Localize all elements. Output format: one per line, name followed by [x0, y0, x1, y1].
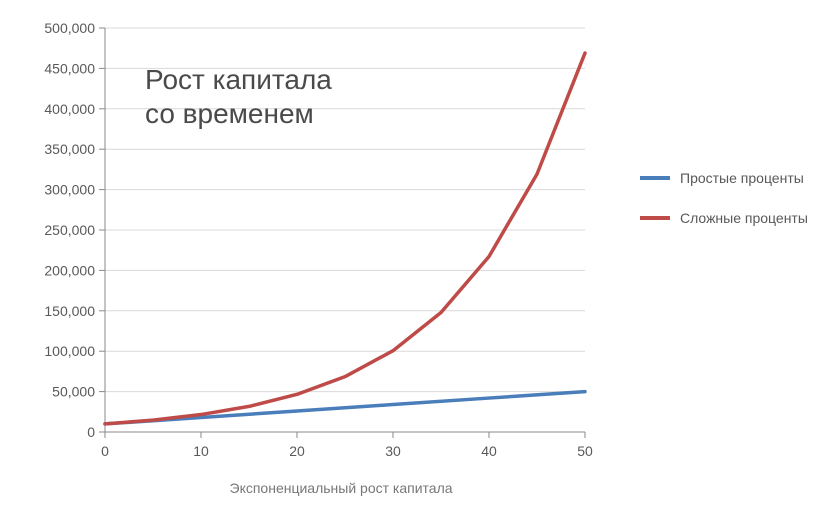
y-tick-label: 250,000	[44, 222, 95, 238]
chart-title: Рост капитала со временем	[145, 63, 332, 130]
chart-svg: 0 50,000 100,000 150,000 200,000 250,000 300,0…	[0, 0, 840, 511]
chart-background	[0, 0, 840, 511]
page-root: 0 50,000 100,000 150,000 200,000 250,000 300,0…	[0, 0, 840, 511]
x-tick-label: 10	[193, 443, 209, 459]
legend-item: Простые проценты	[640, 170, 808, 186]
y-tick-label: 450,000	[44, 60, 95, 76]
y-tick-label: 400,000	[44, 101, 95, 117]
x-tick-label: 50	[577, 443, 593, 459]
chart-title-line1: Рост капитала	[145, 63, 332, 97]
y-tick-label: 100,000	[44, 343, 95, 359]
chart-container: 0 50,000 100,000 150,000 200,000 250,000 300,0…	[0, 0, 840, 511]
chart-caption: Экспоненциальный рост капитала	[230, 480, 840, 496]
y-tick-label: 200,000	[44, 262, 95, 278]
x-tick-label: 40	[481, 443, 497, 459]
chart-title-line2: со временем	[145, 97, 332, 131]
legend-label: Сложные проценты	[680, 210, 808, 226]
x-tick-label: 0	[101, 443, 109, 459]
x-tick-label: 20	[289, 443, 305, 459]
y-tick-label: 50,000	[52, 384, 95, 400]
legend-label: Простые проценты	[680, 170, 804, 186]
y-tick-label: 350,000	[44, 141, 95, 157]
y-tick-label: 300,000	[44, 182, 95, 198]
y-tick-label: 0	[87, 424, 95, 440]
legend-swatch	[640, 216, 670, 220]
y-tick-label: 150,000	[44, 303, 95, 319]
x-tick-label: 30	[385, 443, 401, 459]
y-tick-label: 500,000	[44, 20, 95, 36]
legend-item: Сложные проценты	[640, 210, 808, 226]
legend: Простые проценты Сложные проценты	[640, 170, 808, 250]
legend-swatch	[640, 176, 670, 180]
